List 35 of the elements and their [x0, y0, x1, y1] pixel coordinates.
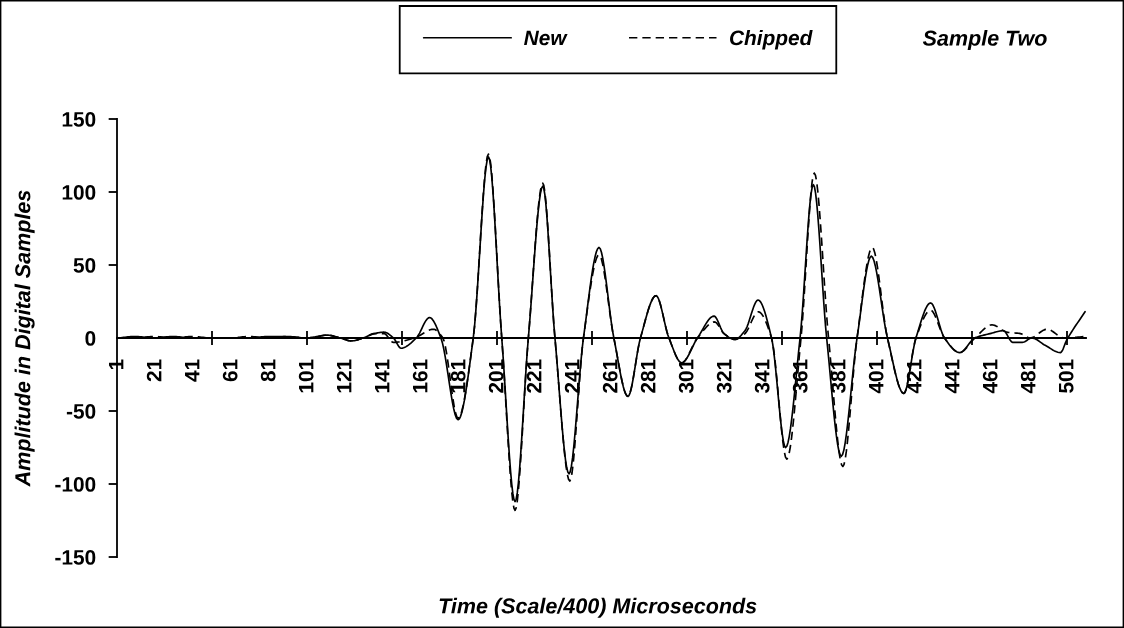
- x-tick-label: 401: [868, 359, 884, 394]
- x-tick-label: 221: [526, 359, 542, 393]
- legend-label: New: [524, 30, 568, 46]
- y-tick-label: 0: [85, 331, 96, 346]
- x-tick-label: 281: [640, 359, 656, 393]
- x-tick-label: 321: [716, 359, 732, 394]
- x-tick-label: 1: [109, 359, 124, 370]
- x-tick-label: 261: [602, 359, 618, 393]
- x-tick-label: 81: [260, 359, 276, 382]
- y-tick-label: 150: [62, 112, 96, 127]
- x-tick-label: 201: [488, 359, 504, 393]
- y-tick-label: 50: [73, 258, 96, 273]
- x-tick-label: 501: [1058, 359, 1074, 393]
- x-tick-label: 341: [754, 359, 770, 394]
- x-tick-label: 461: [982, 359, 998, 394]
- y-tick-label: 100: [62, 185, 96, 200]
- x-tick-label: 41: [185, 359, 200, 382]
- x-tick-label: 21: [146, 359, 162, 382]
- x-tick-label: 241: [564, 359, 580, 393]
- y-axis-title: Amplitude in Digital Samples: [14, 190, 35, 487]
- y-tick-label: -50: [66, 404, 96, 419]
- x-tick-label: 441: [945, 359, 960, 394]
- x-tick-label: 101: [298, 359, 314, 393]
- x-tick-label: 121: [336, 359, 352, 393]
- x-tick-label: 141: [375, 359, 390, 393]
- y-tick-label: -150: [55, 550, 96, 565]
- x-axis-title: Time (Scale/400) Microseconds: [439, 597, 757, 618]
- legend-label: Chipped: [730, 29, 813, 50]
- chart-title: Sample Two: [922, 29, 1047, 51]
- x-tick-label: 301: [678, 359, 694, 394]
- y-tick-label: -100: [55, 477, 96, 492]
- x-tick-label: 61: [222, 359, 238, 382]
- x-tick-label: 161: [412, 359, 428, 393]
- x-tick-label: 181: [450, 359, 466, 393]
- x-tick-label: 481: [1020, 359, 1036, 394]
